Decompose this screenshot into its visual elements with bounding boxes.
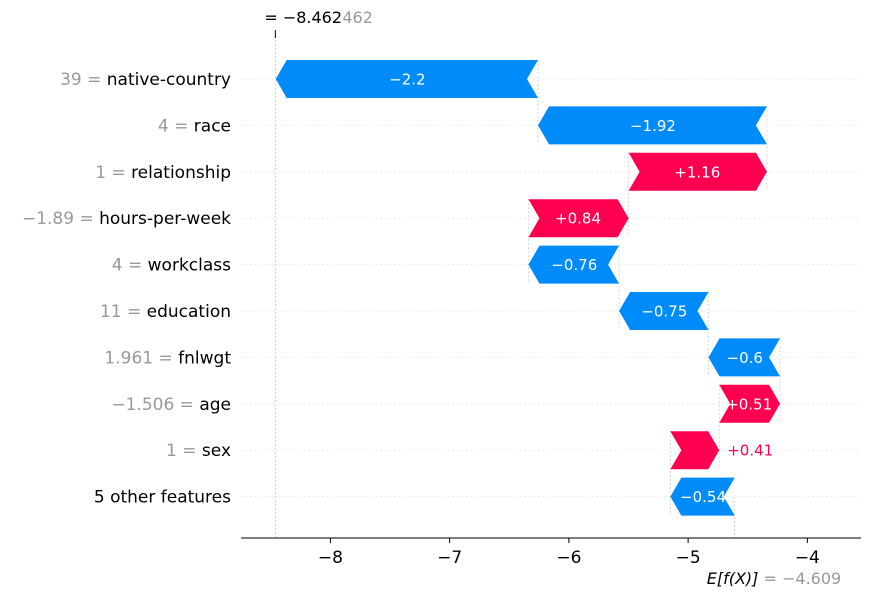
fx-value-label: = −8.462 [264, 8, 342, 27]
feature-label: 4 = workclass [112, 256, 231, 276]
shap-bar [528, 199, 629, 238]
bar-value-label: −0.6 [727, 349, 763, 367]
feature-name: workclass [148, 256, 231, 276]
feature-name: hours-per-week [99, 209, 231, 229]
feature-label: 4 = race [158, 116, 231, 136]
x-axis: −8 −7 −6 −5 −4 [241, 537, 861, 568]
feature-label: 1 = sex [166, 441, 231, 461]
bar-value-label: +1.16 [674, 163, 720, 181]
feature-name: race [194, 116, 231, 136]
gridlines [241, 36, 861, 538]
x-tick-label: −7 [437, 548, 462, 568]
bar-value-label: +0.84 [555, 210, 601, 228]
feature-value: 4 = [158, 116, 194, 136]
feature-name: sex [202, 441, 231, 461]
feature-name: fnlwgt [178, 348, 231, 368]
bar-value-label: −0.54 [680, 488, 726, 506]
feature-label: −1.506 = age [111, 395, 231, 415]
feature-value: 1 = [95, 163, 131, 183]
feature-name: education [147, 302, 231, 322]
feature-name: native-country [107, 70, 231, 90]
shap-bar [619, 292, 709, 330]
x-tick-label: −4 [795, 548, 820, 568]
bar-value-label: −0.76 [551, 256, 597, 274]
shap-bar [628, 152, 767, 191]
feature-value: 4 = [112, 256, 148, 276]
shap-bar [528, 245, 620, 284]
feature-labels: 39 = native-country 4 = race 1 = relations… [22, 70, 231, 508]
feature-value: 1 = [166, 441, 202, 461]
feature-label: 1 = relationship [95, 163, 231, 183]
feature-label: 5 other features [94, 488, 231, 508]
base-value-symbol: E[f(X)] [707, 569, 764, 588]
feature-label: 39 = native-country [60, 70, 231, 90]
feature-value: −1.89 = [22, 209, 99, 229]
feature-name: 5 other features [94, 488, 231, 508]
feature-name: relationship [131, 163, 231, 183]
feature-name: age [199, 395, 231, 415]
bar-value-label: −0.75 [641, 303, 687, 321]
fx-value-label-grey: 462 [342, 8, 373, 27]
base-value-label: E[f(X)] = −4.609 [707, 569, 841, 588]
bar-value-label: +0.51 [726, 395, 772, 413]
annotations: E[f(X)] = −4.609 = −8.462 462 [264, 8, 841, 588]
base-value-number: = −4.609 [764, 569, 842, 588]
x-tick-label: −8 [318, 548, 343, 568]
feature-value: −1.506 = [111, 395, 199, 415]
feature-value: 1.961 = [104, 348, 178, 368]
shap-bar [708, 338, 781, 377]
feature-label: −1.89 = hours-per-week [22, 209, 231, 229]
shap-bar [275, 60, 539, 98]
x-tick-label: −5 [676, 548, 701, 568]
shap-bar [719, 384, 781, 423]
shap-bar [538, 106, 767, 145]
x-tick-label: −6 [556, 548, 581, 568]
bar-value-label: +0.41 [727, 442, 773, 460]
bars: −2.2 −1.92 +1.16 +0.84 −0.76 −0.75 −0.6 +0.51 +0… [275, 60, 781, 516]
bar-value-label: −2.2 [389, 71, 425, 89]
bar-value-label: −1.92 [630, 117, 676, 135]
shap-bar [670, 477, 735, 516]
feature-value: 11 = [100, 302, 147, 322]
feature-label: 1.961 = fnlwgt [104, 348, 231, 368]
shap-bar [670, 431, 720, 470]
feature-label: 11 = education [100, 302, 231, 322]
feature-value: 39 = [60, 70, 107, 90]
